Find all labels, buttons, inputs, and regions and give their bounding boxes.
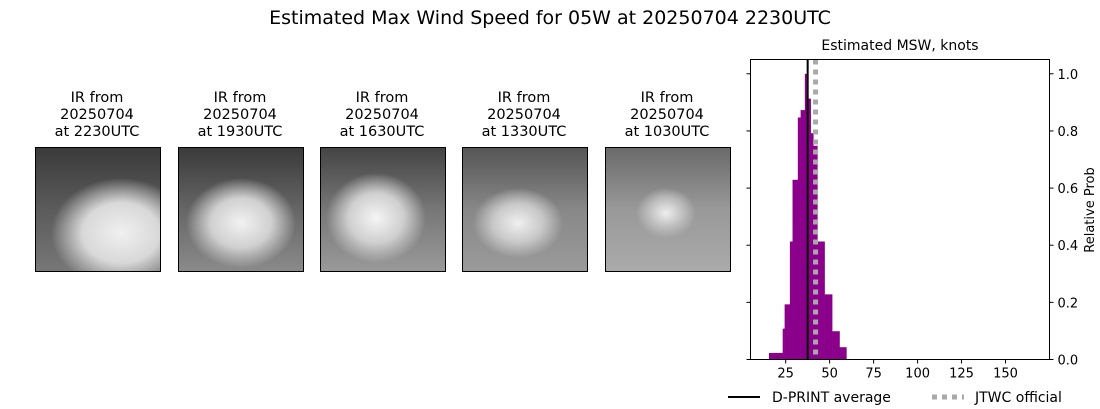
ir-image-1330 [462, 147, 588, 272]
histogram-bar [839, 347, 847, 360]
histogram-bar [782, 328, 785, 360]
histogram-bar [789, 241, 793, 360]
panel-caption: IR from 20250704 at 2230UTC [54, 90, 140, 140]
x-tick-label: 100 [905, 367, 930, 382]
ir-image-1630 [320, 147, 446, 272]
y-tick-label: 0.0 [1058, 354, 1079, 369]
ir-image-1030 [605, 147, 731, 272]
y-tick-label: 1.0 [1058, 68, 1079, 83]
histogram-bar [824, 294, 833, 360]
histogram-bar [800, 110, 806, 360]
histogram-bar [768, 352, 783, 360]
ir-image-2230 [35, 147, 161, 272]
y-tick-label: 0.2 [1058, 296, 1079, 311]
x-tick-label: 50 [821, 367, 838, 382]
y-tick-label: 0.8 [1058, 125, 1079, 140]
ir-image-1930 [178, 147, 304, 272]
histogram-bar [806, 98, 811, 360]
legend: D-PRINT average JTWC official [728, 390, 1062, 406]
y-axis-label: Relative Prob [1083, 167, 1098, 252]
y-tick-label: 0.6 [1058, 182, 1079, 197]
legend-dprint-label: D-PRINT average [772, 390, 891, 406]
histogram-bar [784, 304, 791, 360]
figure-title: Estimated Max Wind Speed for 05W at 2025… [269, 7, 831, 29]
histogram-bar [832, 331, 840, 360]
panel-caption: IR from 20250704 at 1030UTC [624, 90, 710, 140]
chart-title: Estimated MSW, knots [821, 38, 978, 54]
plot-frame [750, 59, 1050, 360]
x-tick-label: 125 [949, 367, 974, 382]
histogram-bar [810, 133, 814, 360]
histogram-bar [804, 73, 807, 360]
panel-caption: IR from 20250704 at 1930UTC [197, 90, 283, 140]
histogram-bar [817, 241, 825, 360]
x-tick-label: 75 [865, 367, 882, 382]
panel-caption: IR from 20250704 at 1630UTC [339, 90, 425, 140]
legend-jtwc-label: JTWC official [974, 390, 1062, 406]
x-tick-label: 25 [777, 367, 794, 382]
panel-caption: IR from 20250704 at 1330UTC [481, 90, 567, 140]
y-tick-label: 0.4 [1058, 239, 1079, 254]
x-tick-label: 150 [993, 367, 1018, 382]
histogram-bar [792, 179, 799, 360]
histogram-bar [797, 117, 801, 360]
